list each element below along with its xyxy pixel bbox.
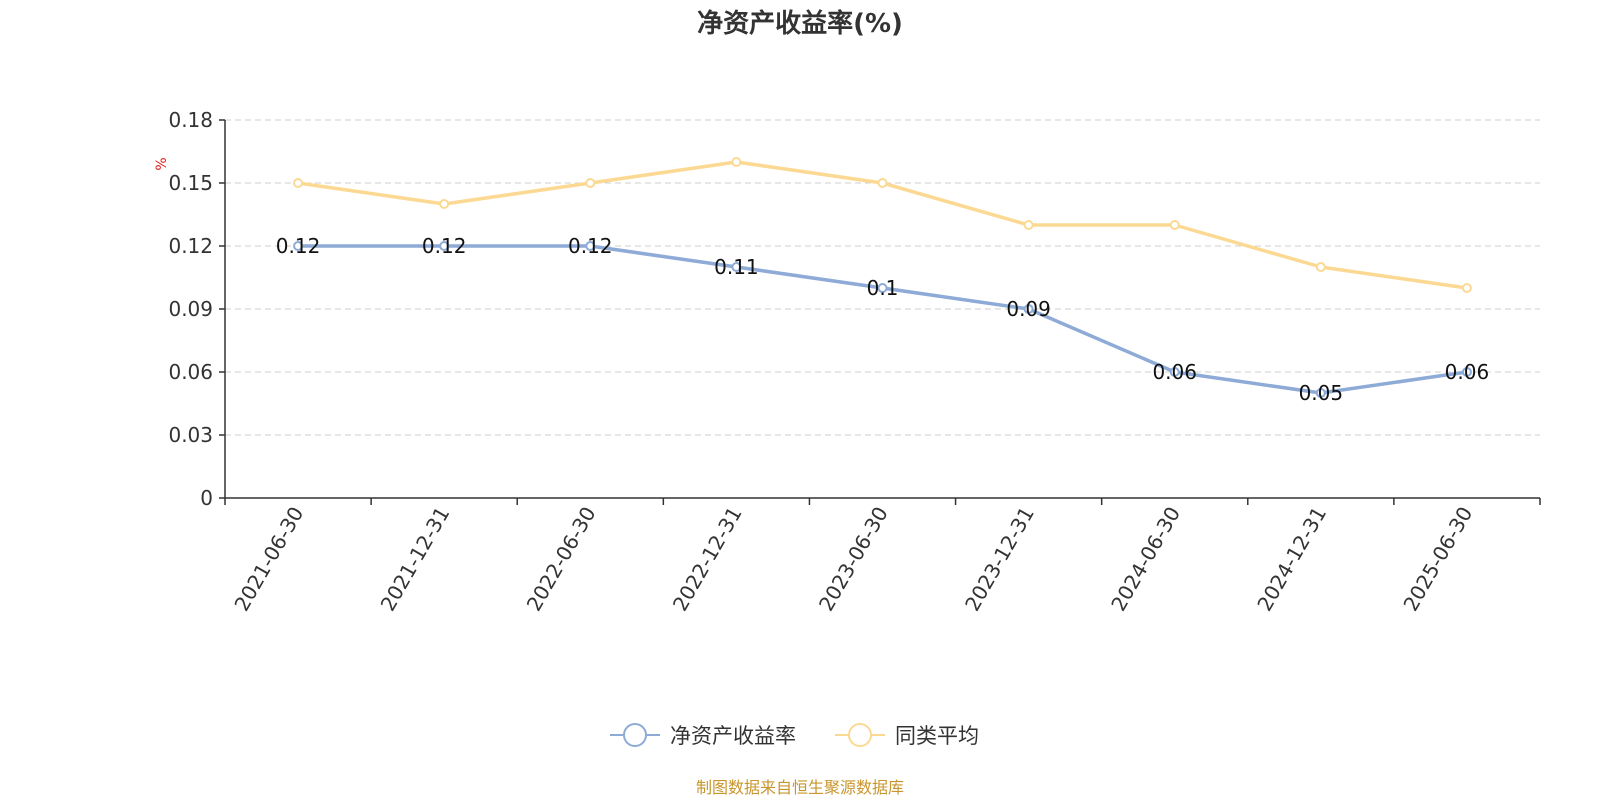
legend[interactable]: 净资产收益率 同类平均: [610, 723, 979, 748]
data-source-footer: 制图数据来自恒生聚源数据库: [696, 778, 904, 797]
legend-marker: [623, 723, 647, 747]
data-label: 0.11: [714, 255, 759, 279]
data-label: 0.1: [867, 276, 899, 300]
data-label: 0.09: [1006, 297, 1051, 321]
grid-lines: [225, 119, 1540, 436]
data-point: [1169, 367, 1180, 377]
x-tick-label: 2023-06-30: [814, 503, 893, 616]
data-point: [439, 241, 450, 251]
y-tick-label: 0.15: [168, 171, 213, 195]
y-tick-label: 0.06: [168, 360, 213, 384]
x-tick-label: 2021-12-31: [376, 502, 455, 615]
data-point: [1023, 220, 1034, 230]
data-label: 0.06: [1445, 360, 1490, 384]
data-point: [731, 262, 742, 272]
series-line-0: [298, 244, 1468, 395]
y-tick-label: 0.12: [168, 234, 213, 258]
data-point: [1169, 220, 1180, 230]
data-point: [293, 241, 304, 251]
data-point: [585, 178, 596, 188]
legend-marker: [848, 723, 872, 747]
y-tick-label: 0: [200, 486, 213, 510]
x-tick-label: 2022-06-30: [522, 503, 601, 616]
series-group: 0.12 0.12 0.12 0.11 0.1 0.09 0.06 0.05 0.06: [276, 157, 1490, 405]
x-tick-label: 2024-12-31: [1252, 503, 1331, 616]
data-point: [1315, 262, 1326, 272]
data-point: [439, 199, 450, 209]
x-tick-label: 2022-12-31: [668, 503, 747, 616]
y-tick-label: 0.18: [168, 108, 213, 132]
legend-item-0[interactable]: 净资产收益率: [610, 723, 796, 748]
data-point: [585, 241, 596, 251]
y-tick-label: 0.09: [168, 297, 213, 321]
x-tick-label: 2021-06-30: [229, 503, 308, 616]
data-label: 0.05: [1299, 381, 1344, 405]
data-point: [1461, 367, 1472, 377]
data-point: [1023, 304, 1034, 314]
data-point: [731, 157, 742, 167]
data-point: [1315, 388, 1326, 398]
y-tick-label: 0.03: [168, 423, 213, 447]
x-tick-label: 2025-06-30: [1398, 503, 1477, 616]
legend-label: 净资产收益率: [670, 724, 796, 748]
data-label: 0.12: [568, 234, 613, 258]
legend-label: 同类平均: [895, 724, 979, 748]
axes: 0 0.03 0.06 0.09 0.12 0.15 0.18 2021-06-30 2021-…: [168, 108, 1541, 616]
legend-item-1[interactable]: 同类平均: [835, 723, 979, 748]
data-point: [877, 283, 888, 293]
data-label: 0.06: [1152, 360, 1197, 384]
y-axis-unit: %: [154, 157, 170, 170]
data-label: 0.12: [422, 234, 467, 258]
data-point: [877, 178, 888, 188]
data-point: [1461, 283, 1472, 293]
data-label: 0.12: [276, 234, 321, 258]
chart-title: 净资产收益率(%): [697, 8, 903, 39]
x-tick-label: 2023-12-31: [960, 503, 1039, 616]
data-point: [293, 178, 304, 188]
x-tick-label: 2024-06-30: [1106, 503, 1185, 616]
